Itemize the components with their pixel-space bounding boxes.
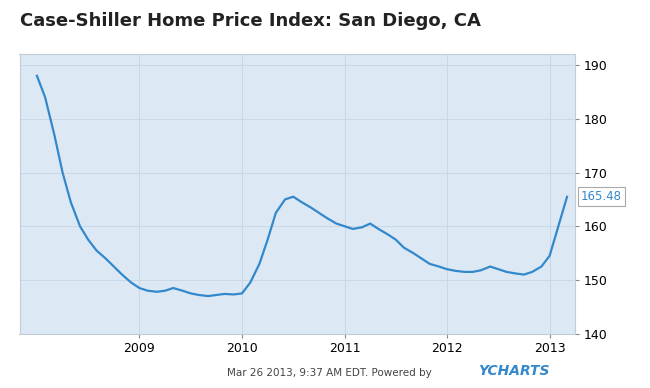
Text: 165.48: 165.48 xyxy=(581,190,622,203)
Text: YCHARTS: YCHARTS xyxy=(478,364,549,378)
Text: Mar 26 2013, 9:37 AM EDT. Powered by: Mar 26 2013, 9:37 AM EDT. Powered by xyxy=(227,368,432,378)
Text: Case-Shiller Home Price Index: San Diego, CA: Case-Shiller Home Price Index: San Diego… xyxy=(20,12,480,29)
